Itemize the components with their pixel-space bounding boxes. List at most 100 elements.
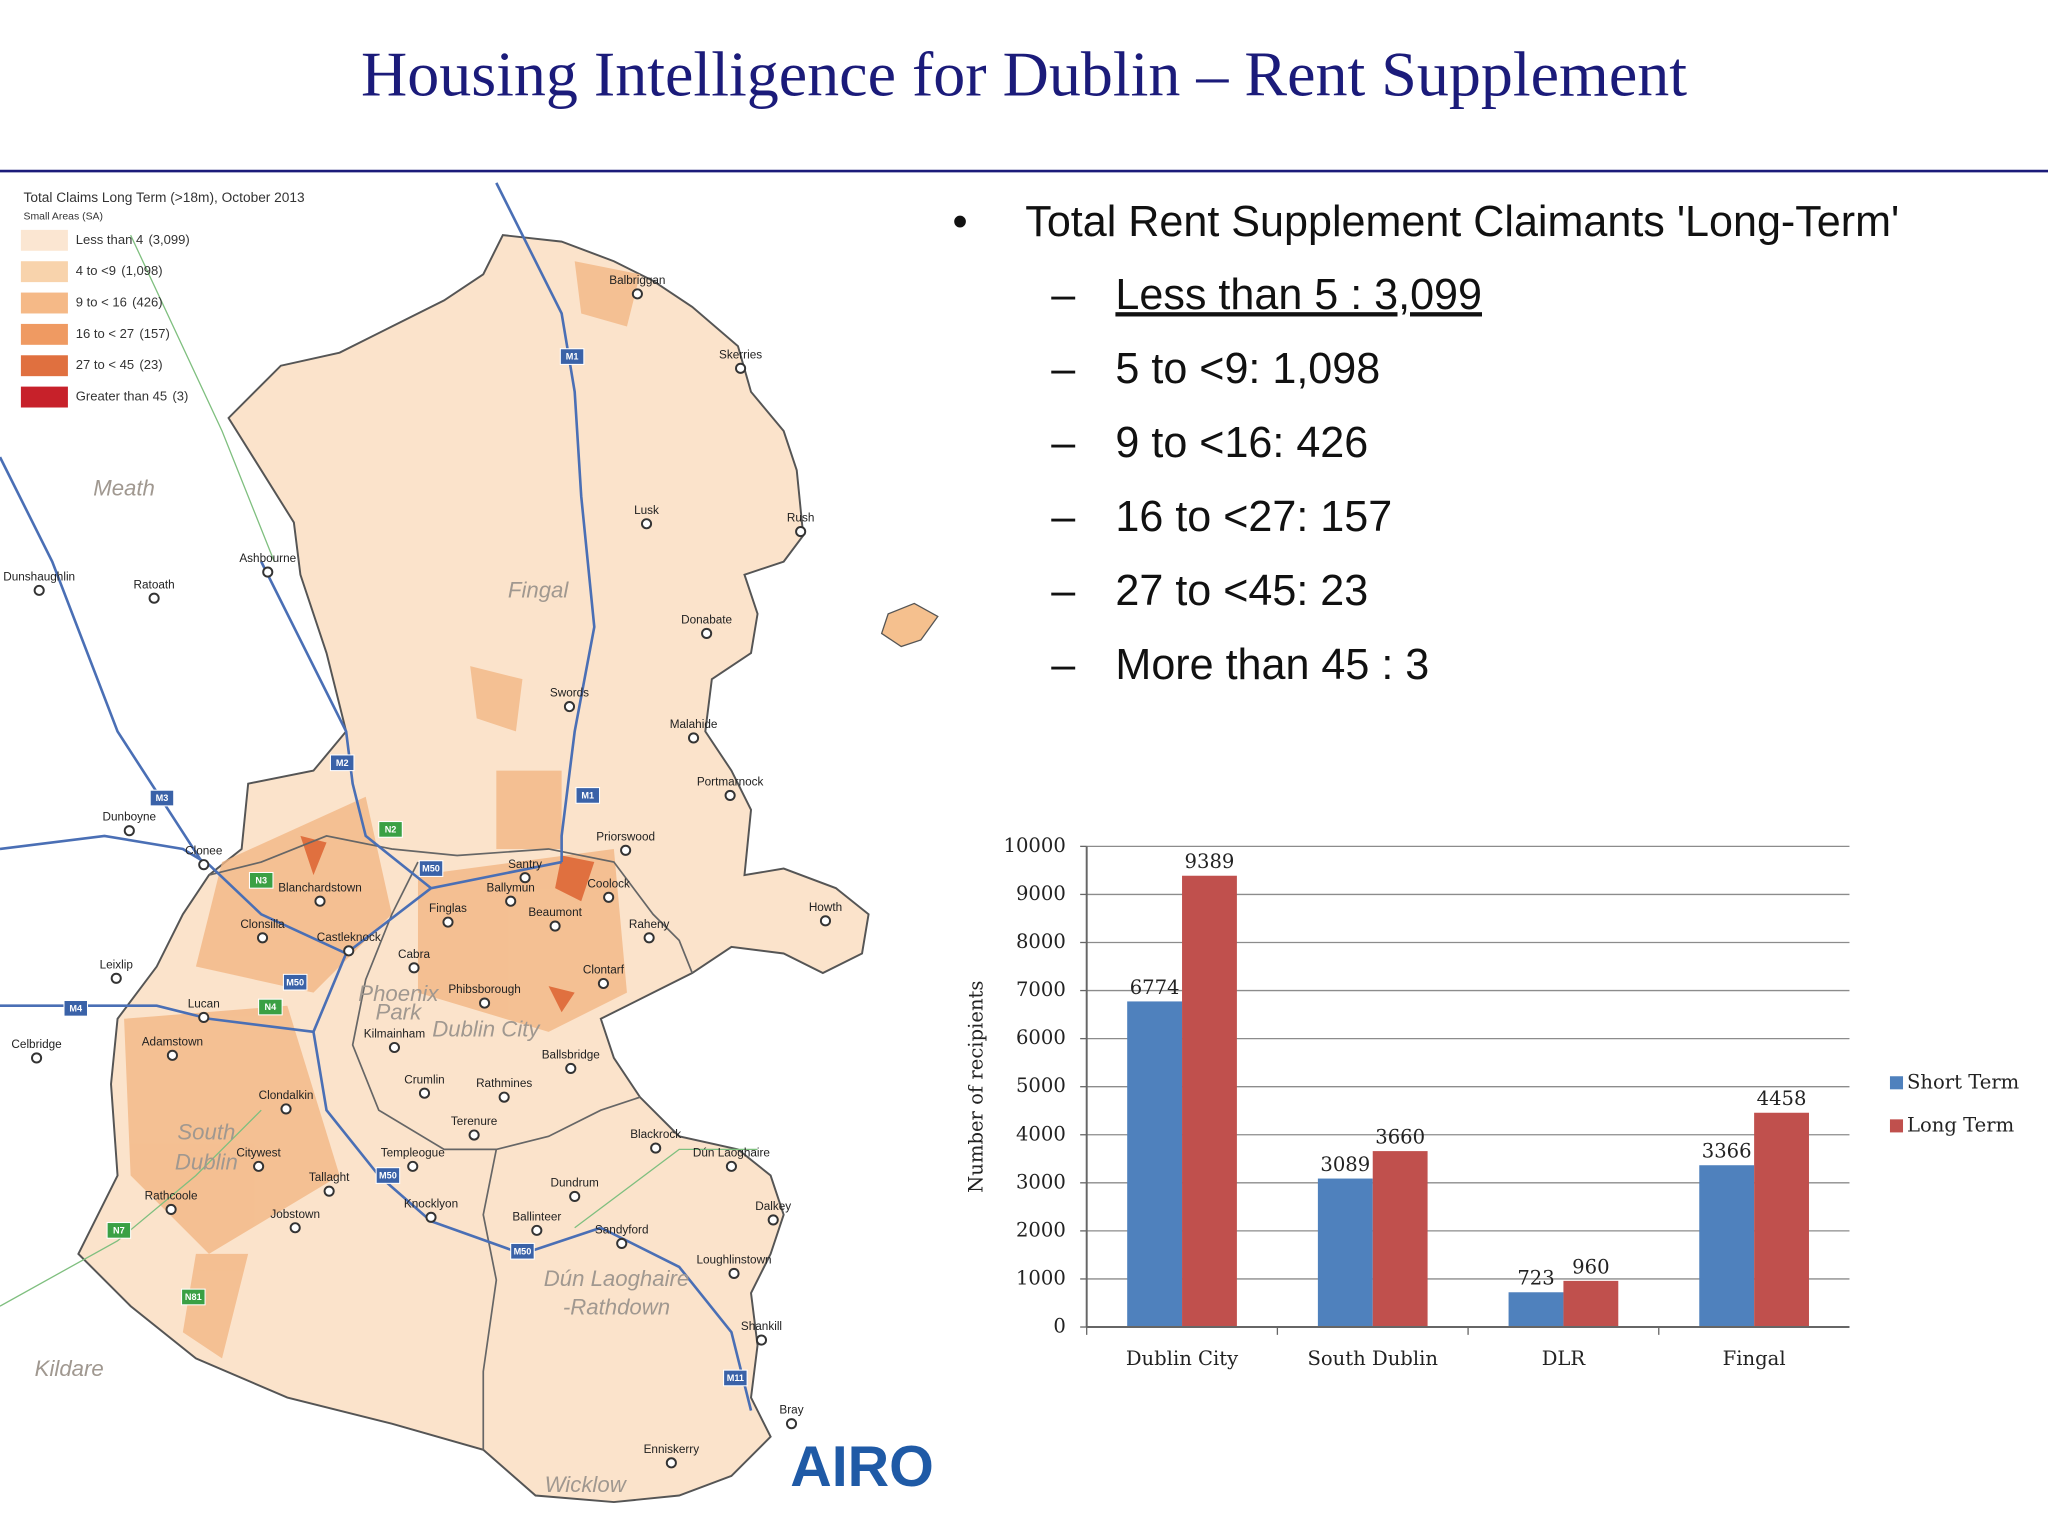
dash: – [1051, 567, 1075, 615]
town-marker [442, 916, 454, 928]
town-marker [425, 1211, 437, 1223]
dash: – [1051, 493, 1075, 541]
bullet-item: 5 to <9: 1,098 [1115, 345, 1380, 393]
town-label: Portmarnock [697, 775, 764, 788]
legend-swatch [20, 323, 68, 345]
bullet-item: 27 to <45: 23 [1115, 567, 1368, 615]
legend-label: 16 to < 27 [76, 326, 134, 341]
regional-roads [0, 234, 758, 1307]
y-tick-label: 7000 [1016, 978, 1066, 1001]
region-label: Dún Laoghaire [544, 1266, 690, 1291]
road-shield [106, 1222, 132, 1239]
region-label: Meath [93, 476, 155, 501]
dash: – [1051, 345, 1075, 393]
road-label: M4 [69, 1003, 83, 1013]
legend-swatch [20, 355, 68, 377]
town-marker [31, 1052, 43, 1064]
road-label: M2 [336, 758, 349, 768]
legend-count: (3,099) [148, 232, 189, 247]
town-marker [531, 1224, 543, 1236]
x-tick-label: Dublin City [1126, 1347, 1238, 1370]
legend-swatch [20, 229, 68, 251]
road-label: M3 [156, 793, 169, 803]
data-label: 3089 [1320, 1153, 1370, 1176]
y-tick-label: 5000 [1016, 1074, 1066, 1097]
town-marker [650, 1142, 662, 1154]
road-shield [329, 754, 355, 772]
town-marker [407, 1160, 419, 1172]
slide-title: Housing Intelligence for Dublin – Rent S… [361, 39, 1687, 110]
town-label: Dundrum [551, 1176, 600, 1189]
legend-label: Less than 4 [76, 232, 143, 247]
town-label: Clontarf [583, 964, 625, 977]
town-label: Ashbourne [239, 552, 296, 565]
town-marker [289, 1222, 301, 1234]
road-shield [181, 1288, 206, 1306]
town-marker [166, 1049, 178, 1061]
town-label: Blanchardstown [278, 881, 362, 894]
road-shield [418, 860, 444, 877]
road-label: M50 [379, 1171, 397, 1181]
legend-count: (157) [139, 326, 169, 341]
town-label: Ballinteer [512, 1210, 561, 1223]
town-label: Kilmainham [364, 1028, 426, 1041]
town-label: Balbriggan [609, 274, 665, 287]
bullet-item: 9 to <16: 426 [1115, 419, 1368, 467]
town-label: Dún Laoghaire [693, 1146, 771, 1159]
region-label: Fingal [508, 578, 570, 603]
town-marker [418, 1087, 431, 1099]
region-label: Kildare [35, 1356, 104, 1381]
logo: AIRO [790, 1435, 934, 1499]
town-label: Finglas [429, 902, 467, 915]
road-label: N81 [185, 1292, 202, 1302]
town-label: Donabate [681, 614, 732, 627]
bar [1127, 1001, 1183, 1328]
legend-label: 9 to < 16 [76, 294, 127, 309]
legend-count: (3) [172, 389, 188, 404]
town-label: Clonsilla [240, 918, 285, 931]
town-label: Bray [779, 1404, 803, 1417]
road-shield [63, 999, 89, 1017]
bar [1508, 1292, 1564, 1328]
road-label: N2 [385, 824, 397, 834]
data-label: 3366 [1702, 1140, 1752, 1163]
data-label: 960 [1572, 1255, 1609, 1278]
road-shield [149, 789, 175, 807]
town-marker [549, 920, 561, 932]
town-marker [563, 701, 576, 713]
town-label: Lucan [188, 998, 220, 1011]
map: Total Claims Long Term (>18m), October 2… [0, 182, 939, 1504]
town-label: Jobstown [270, 1208, 320, 1221]
road-shield [575, 787, 601, 804]
road-label: M50 [514, 1246, 532, 1256]
legend-subtitle: Small Areas (SA) [24, 212, 103, 223]
road-label: M50 [286, 977, 304, 987]
region-label: Phoenix [358, 981, 439, 1006]
town-label: Rush [787, 512, 814, 525]
town-marker [755, 1334, 768, 1346]
road-shield [510, 1242, 535, 1260]
town-label: Dunboyne [103, 811, 157, 824]
town-marker [569, 1190, 581, 1202]
town-label: Phibsborough [448, 983, 521, 996]
legend-title: Total Claims Long Term (>18m), October 2… [24, 190, 306, 205]
road-shield [258, 998, 283, 1016]
town-label: Rathcoole [145, 1190, 198, 1203]
town-label: Coolock [587, 877, 630, 890]
legend-count: (426) [132, 294, 162, 309]
legend-count: (23) [139, 357, 162, 372]
y-tick-label: 0 [1053, 1315, 1065, 1338]
dash: – [1051, 641, 1075, 689]
town-label: Priorswood [596, 830, 655, 843]
boundaries [208, 835, 694, 1450]
town-marker [33, 584, 45, 596]
data-label: 4458 [1757, 1087, 1807, 1110]
y-tick-label: 1000 [1016, 1266, 1066, 1289]
town-marker [198, 1011, 210, 1024]
town-label: Swords [550, 687, 589, 700]
y-tick-label: 8000 [1016, 930, 1066, 953]
town-marker [498, 1091, 510, 1103]
y-tick-label: 10000 [1004, 834, 1066, 857]
road-label: M50 [422, 864, 440, 874]
road-shield [282, 973, 308, 991]
